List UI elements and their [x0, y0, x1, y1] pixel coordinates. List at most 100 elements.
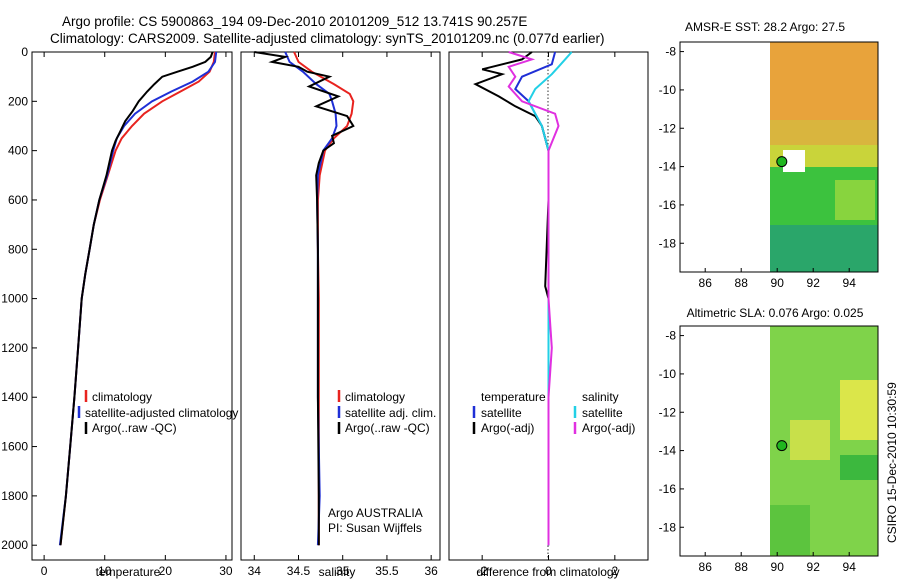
y-tick-label: 200: [8, 94, 28, 108]
sst-map-y-axis: -8 -10 -12 -14 -16 -18: [659, 45, 684, 250]
y-tick-label: -14: [659, 160, 677, 174]
x-tick-label: 36: [424, 564, 438, 578]
y-tick-label: 600: [8, 193, 28, 207]
difference-legend: temperature satellite Argo(-adj) salinit…: [472, 390, 635, 435]
legend-title-temperature: temperature: [481, 390, 546, 404]
difference-x-axis: -2 0 2: [477, 52, 618, 578]
series-line-climatology: [59, 51, 216, 546]
annotation-institution: Argo AUSTRALIA: [328, 506, 423, 520]
legend-label-argo: Argo(..raw -QC): [92, 421, 177, 435]
sst-field-coolest: [770, 225, 878, 272]
difference-lines: [473, 51, 573, 546]
argo-position-marker: [776, 440, 788, 452]
legend-label-sal-argo: Argo(-adj): [582, 421, 635, 435]
x-tick-label: 35: [336, 564, 350, 578]
x-tick-label: -2: [477, 564, 488, 578]
series-line-satellite-adj-clim-: [284, 51, 338, 546]
y-tick-label: 0: [21, 45, 28, 59]
legend-label-temp-satellite: satellite: [481, 406, 522, 420]
legend-label-climatology: climatology: [92, 390, 152, 404]
temperature-lines: [58, 51, 218, 546]
y-tick-label: 1600: [1, 440, 28, 454]
series-line-satellite-adjusted-climatology: [58, 51, 218, 546]
sla-map-axes: [679, 325, 879, 557]
series-line-climatology: [293, 51, 355, 546]
y-tick-label: 1800: [1, 489, 28, 503]
sla-field-mid: [790, 420, 830, 460]
sst-map-x-axis: 86 88 90 92 94: [699, 268, 857, 290]
x-tick-label: 86: [699, 276, 713, 290]
annotation-pi: PI: Susan Wijffels: [328, 521, 422, 535]
y-tick-label: -18: [659, 520, 677, 534]
sla-map-y-axis: -8 -10 -12 -14 -16 -18: [659, 329, 684, 534]
x-tick-label: 10: [98, 564, 112, 578]
sst-map: AMSR-E SST: 28.2 Argo: 27.5 86 88 90 92 94 -…: [659, 20, 879, 290]
y-tick-label: -10: [659, 367, 677, 381]
sst-map-title: AMSR-E SST: 28.2 Argo: 27.5: [685, 20, 845, 34]
sla-map: Altimetric SLA: 0.076 Argo: 0.025 86 88 90…: [659, 306, 879, 574]
sst-field-transition: [770, 120, 878, 145]
y-tick-label: 1200: [1, 341, 28, 355]
x-tick-label: 90: [771, 560, 785, 574]
series-line-salinity-satellite: [527, 51, 573, 546]
legend-title-salinity: salinity: [582, 390, 619, 404]
temperature-x-axis: 0 10 20 30: [41, 52, 233, 578]
series-line-argo-raw-qc-: [254, 51, 355, 546]
y-tick-label: 1000: [1, 292, 28, 306]
sst-map-axes: [679, 41, 879, 273]
x-tick-label: 0: [41, 564, 48, 578]
series-line-salinity-argo-adj-: [507, 51, 560, 546]
legend-label-satellite: satellite adj. clim.: [345, 406, 436, 420]
y-tick-label: -18: [659, 236, 677, 250]
x-tick-label: 2: [611, 564, 618, 578]
sla-field-low2: [770, 505, 810, 555]
y-tick-label: -12: [659, 121, 677, 135]
depth-axis: 0 200 400 600 800 1000 1200 1400 1600 1800 2000: [1, 45, 37, 552]
difference-panel: -2 0 2 difference from climatology tempera…: [448, 51, 649, 579]
y-tick-label: -8: [665, 329, 676, 343]
sst-field-patch: [835, 180, 875, 220]
y-tick-label: 400: [8, 144, 28, 158]
sla-map-x-axis: 86 88 90 92 94: [699, 552, 857, 574]
salinity-axes: [240, 51, 441, 561]
y-tick-label: 1400: [1, 390, 28, 404]
y-tick-label: -10: [659, 83, 677, 97]
x-tick-label: 94: [843, 276, 857, 290]
y-tick-label: -8: [665, 45, 676, 59]
y-tick-label: -12: [659, 405, 677, 419]
series-line-argo-raw-qc-: [59, 51, 214, 546]
x-tick-label: 88: [735, 560, 749, 574]
x-tick-label: 86: [699, 560, 713, 574]
temperature-legend: climatology satellite-adjusted climatolo…: [77, 390, 238, 435]
y-tick-label: 800: [8, 242, 28, 256]
x-tick-label: 30: [219, 564, 233, 578]
legend-label-sal-satellite: satellite: [582, 406, 623, 420]
series-line-temperature-argo-adj-: [473, 51, 550, 546]
temperature-xlabel: temperature: [96, 565, 161, 579]
x-tick-label: 35.5: [375, 564, 399, 578]
side-credit: CSIRO 15-Dec-2010 10:30:59: [885, 382, 899, 543]
y-tick-label: -14: [659, 444, 677, 458]
figure-title-line1: Argo profile: CS 5900863_194 09-Dec-2010…: [62, 14, 527, 29]
sla-field-high: [840, 380, 878, 440]
y-tick-label: -16: [659, 482, 677, 496]
x-tick-label: 0: [545, 564, 552, 578]
salinity-xlabel: salinity: [319, 565, 356, 579]
sla-field-low: [840, 455, 878, 480]
x-tick-label: 20: [159, 564, 173, 578]
salinity-lines: [254, 51, 355, 546]
legend-label-temp-argo: Argo(-adj): [481, 421, 534, 435]
sla-map-title: Altimetric SLA: 0.076 Argo: 0.025: [687, 306, 864, 320]
x-tick-label: 92: [807, 560, 821, 574]
x-tick-label: 94: [843, 560, 857, 574]
x-tick-label: 34: [248, 564, 262, 578]
figure-title-line2: Climatology: CARS2009. Satellite-adjuste…: [50, 31, 605, 46]
difference-xlabel: difference from climatology: [476, 565, 619, 579]
x-tick-label: 34.5: [287, 564, 311, 578]
legend-label-climatology: climatology: [345, 390, 405, 404]
temperature-panel: 0 200 400 600 800 1000 1200 1400 1600 1800 2000 0 1…: [1, 45, 238, 579]
argo-position-marker: [776, 156, 788, 168]
salinity-x-axis: 34 34.5 35 35.5 36: [248, 52, 438, 578]
x-tick-label: 90: [771, 276, 785, 290]
